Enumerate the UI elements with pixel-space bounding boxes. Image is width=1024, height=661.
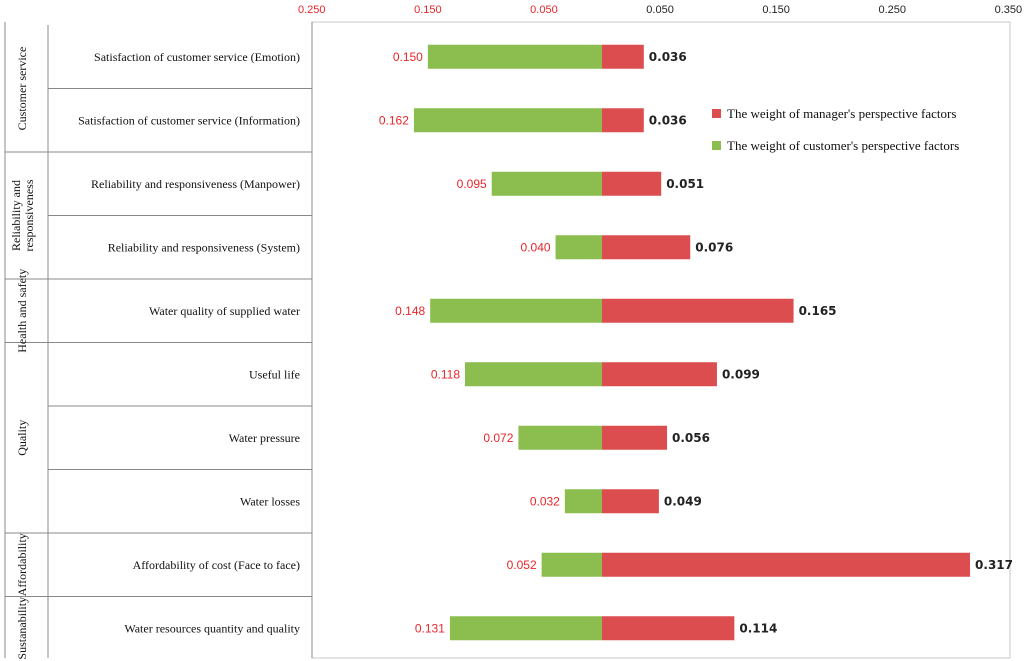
bars (413, 44, 971, 641)
x-tick-label: 0.050 (530, 4, 558, 16)
bar-customer (430, 298, 602, 323)
group-labels: Customer service Reliability andresponsiv… (9, 47, 36, 660)
x-axis-ticks: 0.250 0.150 0.050 0.050 0.150 0.250 0.350 (298, 4, 1022, 16)
category-label: Satisfaction of customer service (Inform… (78, 113, 300, 127)
value-label-customer: 0.118 (431, 367, 460, 381)
value-label-manager: 0.036 (649, 50, 687, 64)
x-tick-label: 0.150 (762, 4, 790, 16)
category-label: Satisfaction of customer service (Emotio… (94, 50, 300, 64)
legend-label: The weight of manager's perspective fact… (727, 106, 956, 121)
category-label: Reliability and responsiveness (System) (108, 240, 300, 254)
value-label-manager: 0.317 (975, 558, 1013, 572)
bar-customer (491, 171, 602, 196)
value-label-manager: 0.114 (739, 621, 777, 635)
group-label: Customer service (15, 47, 29, 131)
value-label-customer: 0.150 (393, 50, 423, 64)
group-label-line: Affordability (15, 533, 29, 596)
value-label-customer: 0.040 (521, 240, 551, 254)
category-label: Water pressure (229, 431, 300, 445)
bar-manager (602, 235, 691, 260)
bar-customer (555, 235, 602, 260)
value-label-manager: 0.049 (664, 494, 702, 508)
category-label: Useful life (249, 367, 300, 381)
value-label-customer: 0.148 (395, 304, 425, 318)
value-label-manager: 0.051 (666, 177, 704, 191)
bar-customer (541, 552, 602, 577)
chart-frame (4, 21, 1011, 659)
group-label-line: responsiveness (22, 179, 36, 251)
value-label-customer: 0.095 (457, 177, 487, 191)
bar-manager (602, 298, 794, 323)
group-label: Affordability (15, 533, 29, 596)
group-label-line: Health and safety (15, 269, 29, 353)
x-tick-label: 0.250 (298, 4, 326, 16)
bar-customer (518, 425, 602, 450)
group-label-line: Sustanability (15, 597, 29, 660)
x-tick-label: 0.250 (878, 4, 906, 16)
value-label-manager: 0.165 (799, 304, 837, 318)
value-label-manager: 0.099 (722, 367, 760, 381)
bar-manager (602, 44, 644, 69)
legend: The weight of manager's perspective fact… (712, 106, 959, 153)
group-label: Quality (15, 420, 29, 456)
value-label-manager: 0.056 (672, 431, 710, 445)
group-label-line: Customer service (15, 47, 29, 131)
bar-customer (427, 44, 602, 69)
group-label-line: Reliability and (9, 180, 23, 251)
value-label-customer: 0.052 (507, 558, 537, 572)
category-labels: Satisfaction of customer service (Emotio… (78, 50, 300, 636)
x-tick-label: 0.150 (414, 4, 442, 16)
legend-swatch (712, 109, 721, 118)
value-label-manager: 0.076 (695, 240, 733, 254)
bar-manager (602, 108, 644, 133)
x-tick-label: 0.350 (995, 4, 1023, 16)
bar-manager (602, 171, 662, 196)
value-label-customer: 0.131 (415, 621, 445, 635)
value-label-customer: 0.032 (530, 494, 560, 508)
value-labels: 0.150 0.036 0.162 0.036 0.095 0.051 0.040 0.076… (379, 50, 1013, 636)
category-label: Water losses (240, 494, 300, 508)
bar-customer (449, 616, 602, 641)
group-label-line: Quality (15, 420, 29, 456)
group-label: Sustanability (15, 597, 29, 660)
category-label: Water resources quantity and quality (124, 621, 300, 635)
category-label: Affordability of cost (Face to face) (133, 558, 300, 572)
bar-manager (602, 489, 659, 514)
bar-manager (602, 616, 735, 641)
x-tick-label: 0.050 (646, 4, 674, 16)
group-label: Health and safety (15, 269, 29, 353)
legend-swatch (712, 141, 721, 150)
bar-manager (602, 362, 717, 387)
category-label: Water quality of supplied water (149, 304, 300, 318)
category-label: Reliability and responsiveness (Manpower… (91, 177, 300, 191)
bar-manager (602, 425, 668, 450)
group-label: Reliability andresponsiveness (9, 179, 36, 251)
bar-customer (564, 489, 602, 514)
value-label-customer: 0.162 (379, 113, 409, 127)
value-label-customer: 0.072 (483, 431, 513, 445)
bar-manager (602, 552, 971, 577)
value-label-manager: 0.036 (649, 113, 687, 127)
bar-customer (465, 362, 602, 387)
legend-label: The weight of customer's perspective fac… (727, 138, 959, 153)
bar-customer (413, 108, 602, 133)
